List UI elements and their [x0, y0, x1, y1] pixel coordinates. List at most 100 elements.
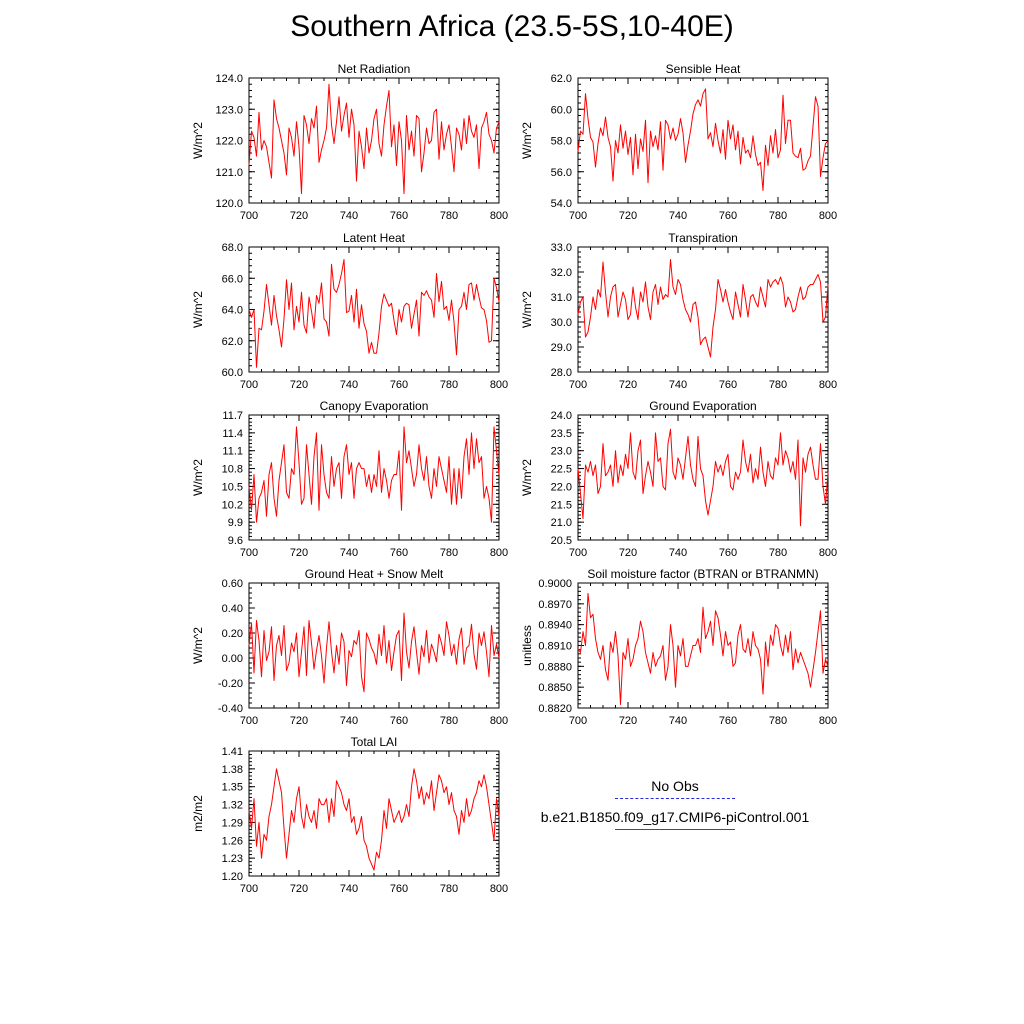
y-tick-label: 21.5 [551, 499, 572, 511]
x-tick-label: 760 [390, 547, 408, 559]
x-tick-label: 800 [819, 547, 837, 559]
y-axis-label: W/m^2 [191, 459, 205, 496]
x-tick-label: 740 [669, 379, 687, 391]
plot-frame [577, 582, 829, 709]
panel-8: 700 720 740 760 780 800 1.20 1.23 1.26 1.29 1.32 1.… [191, 735, 508, 895]
series-line [248, 768, 500, 871]
y-axis-label: W/m^2 [520, 122, 534, 159]
x-tick-label: 720 [619, 715, 637, 727]
series-line [577, 259, 829, 358]
x-tick-label: 760 [390, 210, 408, 222]
x-tick-label: 740 [340, 547, 358, 559]
y-axis-label: m2/m2 [191, 795, 205, 832]
x-tick-label: 720 [290, 715, 308, 727]
x-tick-label: 760 [390, 379, 408, 391]
panel-title: Canopy Evaporation [320, 399, 429, 413]
y-tick-label: 1.41 [222, 746, 243, 758]
y-tick-label: 9.6 [228, 535, 243, 547]
y-tick-label: 21.0 [551, 517, 572, 529]
x-tick-label: 720 [619, 379, 637, 391]
y-tick-label: 0.60 [222, 578, 243, 590]
x-tick-label: 760 [390, 715, 408, 727]
y-tick-label: 0.40 [222, 603, 243, 615]
y-tick-label: 0.8880 [538, 661, 572, 673]
x-tick-label: 800 [490, 547, 508, 559]
y-tick-label: 1.38 [222, 764, 243, 776]
y-tick-label: 1.20 [222, 871, 243, 883]
x-tick-label: 700 [569, 210, 587, 222]
y-tick-label: 0.8910 [538, 641, 572, 653]
y-tick-label: -0.40 [218, 703, 243, 715]
y-tick-label: 0.8820 [538, 703, 572, 715]
x-tick-label: 780 [440, 715, 458, 727]
y-tick-label: 33.0 [551, 242, 572, 254]
x-tick-label: 780 [440, 379, 458, 391]
x-tick-label: 700 [240, 715, 258, 727]
y-axis-label: W/m^2 [191, 291, 205, 328]
plot-frame [577, 246, 829, 373]
series-line [577, 88, 829, 191]
y-tick-label: 68.0 [222, 242, 243, 254]
panel-title: Total LAI [351, 735, 398, 749]
y-tick-label: 0.00 [222, 653, 243, 665]
y-tick-label: 23.5 [551, 428, 572, 440]
y-tick-label: 11.4 [222, 428, 243, 440]
x-tick-label: 760 [390, 883, 408, 895]
panel-5: 700 720 740 760 780 800 20.5 21.0 21.5 22.0 22.5 23… [520, 399, 837, 559]
panel-1: 700 720 740 760 780 800 54.0 56.0 58.0 60.0 62.0 Se… [520, 62, 837, 222]
x-tick-label: 780 [769, 210, 787, 222]
y-tick-label: 20.5 [551, 535, 572, 547]
x-tick-label: 800 [819, 715, 837, 727]
x-tick-label: 700 [240, 547, 258, 559]
series-line [577, 592, 829, 706]
y-tick-label: 64.0 [222, 305, 243, 317]
x-tick-label: 720 [619, 547, 637, 559]
y-tick-label: 0.9000 [538, 578, 572, 590]
series-line [248, 612, 500, 693]
x-tick-label: 780 [769, 547, 787, 559]
x-tick-label: 700 [569, 715, 587, 727]
y-tick-label: 22.0 [551, 481, 572, 493]
x-tick-label: 760 [719, 379, 737, 391]
x-tick-label: 740 [340, 715, 358, 727]
y-axis-label: W/m^2 [520, 291, 534, 328]
y-tick-label: 58.0 [551, 136, 572, 148]
legend-model-line [615, 829, 735, 830]
y-tick-label: 30.0 [551, 317, 572, 329]
y-tick-label: 0.8970 [538, 599, 572, 611]
x-tick-label: 800 [819, 210, 837, 222]
y-axis-label: unitless [520, 625, 534, 666]
x-tick-label: 780 [440, 210, 458, 222]
series-line [248, 259, 500, 368]
y-tick-label: 1.29 [222, 817, 243, 829]
y-tick-label: 66.0 [222, 273, 243, 285]
x-tick-label: 800 [819, 379, 837, 391]
x-tick-label: 780 [769, 715, 787, 727]
panel-title: Net Radiation [338, 62, 411, 76]
y-tick-label: 28.0 [551, 367, 572, 379]
y-tick-label: 1.32 [222, 800, 243, 812]
x-tick-label: 740 [669, 210, 687, 222]
panel-6: 700 720 740 760 780 800 -0.40 -0.20 0.00 0.20 0.40… [191, 567, 508, 727]
y-tick-label: 29.0 [551, 342, 572, 354]
plot-frame [248, 582, 500, 709]
y-tick-label: 123.0 [215, 104, 243, 116]
y-tick-label: 56.0 [551, 167, 572, 179]
y-tick-label: 120.0 [215, 198, 243, 210]
panel-title: Transpiration [668, 231, 738, 245]
panel-7: 700 720 740 760 780 800 0.8820 0.8850 0.8880 0.89… [520, 567, 837, 727]
y-tick-label: 10.5 [222, 481, 243, 493]
y-tick-label: 0.20 [222, 628, 243, 640]
x-tick-label: 800 [490, 379, 508, 391]
y-tick-label: -0.20 [218, 678, 243, 690]
x-tick-label: 800 [490, 883, 508, 895]
x-tick-label: 700 [569, 379, 587, 391]
panel-title: Ground Heat + Snow Melt [305, 567, 444, 581]
figure-title: Southern Africa (23.5-5S,10-40E) [290, 10, 734, 43]
plot-frame [248, 77, 500, 204]
y-tick-label: 11.7 [222, 410, 243, 422]
x-tick-label: 720 [290, 883, 308, 895]
x-tick-label: 700 [240, 379, 258, 391]
y-tick-label: 10.2 [222, 499, 243, 511]
